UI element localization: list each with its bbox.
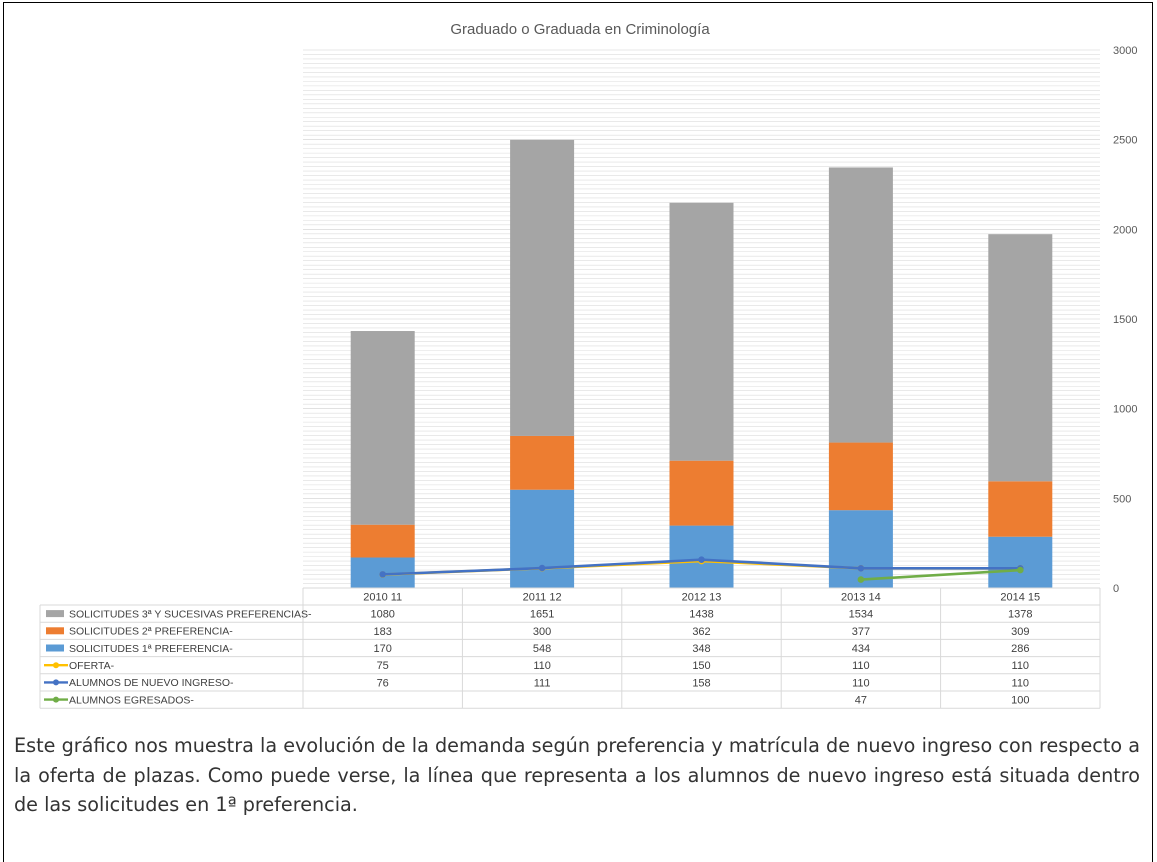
bar-2a-preferencia <box>510 435 575 490</box>
point-nuevo-ingreso <box>698 556 705 563</box>
legend-label: SOLICITUDES 3ª Y SUCESIVAS PREFERENCIAS- <box>69 608 312 620</box>
data-label: 111 <box>534 677 551 689</box>
data-label: 300 <box>533 626 551 638</box>
point-egresados <box>1017 566 1024 574</box>
chart-title: Graduado o Graduada en Criminología <box>450 21 710 38</box>
y-tick-label: 500 <box>1113 493 1131 505</box>
legend-key-marker <box>53 696 59 703</box>
data-label: 1378 <box>1008 609 1032 621</box>
y-tick-label: 3000 <box>1113 45 1137 57</box>
bar-1a-preferencia <box>828 510 893 588</box>
y-tick-label: 1500 <box>1113 314 1137 326</box>
chart-caption: Este gráfico nos muestra la evolución de… <box>14 734 1140 816</box>
bar-3a-preferencias <box>669 202 734 461</box>
point-nuevo-ingreso <box>538 564 546 572</box>
data-label: 434 <box>852 643 870 655</box>
legend-label: OFERTA- <box>69 660 115 672</box>
data-label: 1534 <box>849 609 873 621</box>
category-label: 2012 13 <box>682 592 722 604</box>
category-label: 2010 11 <box>363 592 402 604</box>
point-nuevo-ingreso <box>857 564 865 572</box>
legend-key-marker <box>53 662 59 669</box>
data-label: 548 <box>533 643 551 655</box>
bar-3a-preferencias <box>828 167 893 443</box>
data-label: 1438 <box>689 609 713 621</box>
bars <box>350 139 1053 588</box>
data-label: 377 <box>852 626 870 638</box>
data-label: 76 <box>377 677 389 689</box>
data-label: 309 <box>1011 626 1029 638</box>
bar-3a-preferencias <box>350 331 415 525</box>
data-label: 362 <box>692 626 710 638</box>
data-label: 286 <box>1011 643 1029 655</box>
legend-label: SOLICITUDES 2ª PREFERENCIA- <box>69 626 233 638</box>
bar-3a-preferencias <box>988 234 1053 482</box>
y-tick-label: 2500 <box>1113 135 1137 147</box>
bar-2a-preferencia <box>988 481 1053 537</box>
legend-key <box>46 610 64 618</box>
chart-frame <box>3 2 1153 862</box>
data-label: 110 <box>533 660 551 672</box>
point-egresados <box>857 576 865 583</box>
bar-2a-preferencia <box>828 442 893 511</box>
data-label: 47 <box>855 695 867 707</box>
legend-label: ALUMNOS EGRESADOS- <box>69 694 194 706</box>
bar-2a-preferencia <box>669 460 734 526</box>
bar-1a-preferencia <box>988 536 1053 588</box>
bar-3a-preferencias <box>510 139 575 436</box>
y-tick-label: 0 <box>1113 583 1119 595</box>
category-label: 2014 15 <box>1000 592 1040 604</box>
category-label: 2013 14 <box>841 592 881 604</box>
data-label: 170 <box>374 643 392 655</box>
legend-label: SOLICITUDES 1ª PREFERENCIA- <box>69 643 233 655</box>
data-label: 100 <box>1011 695 1029 707</box>
legend-key <box>46 644 64 652</box>
bar-2a-preferencia <box>350 524 415 558</box>
bar-1a-preferencia <box>510 489 575 588</box>
data-label: 110 <box>1012 677 1030 689</box>
data-label: 1080 <box>370 609 394 621</box>
data-label: 110 <box>852 660 870 672</box>
data-label: 183 <box>374 626 392 638</box>
data-label: 348 <box>692 643 710 655</box>
line-egresados <box>860 568 1021 581</box>
data-table: 2010 11 2011 12 2012 13 2013 14 2014 15 SOLIC… <box>39 587 1101 709</box>
data-label: 110 <box>852 677 870 689</box>
chart: Graduado o Graduada en Criminología 0 500… <box>39 21 1137 709</box>
data-label: 158 <box>692 677 710 689</box>
legend-label: ALUMNOS DE NUEVO INGRESO- <box>69 677 234 689</box>
data-label: 110 <box>1012 660 1030 672</box>
y-tick-label: 2000 <box>1113 224 1137 236</box>
legend-key-marker <box>53 679 59 686</box>
category-label: 2011 12 <box>523 592 562 604</box>
data-label: 1651 <box>530 609 554 621</box>
data-label: 75 <box>377 660 389 672</box>
data-label: 150 <box>692 660 710 672</box>
point-nuevo-ingreso <box>379 571 387 578</box>
y-tick-label: 1000 <box>1113 404 1137 416</box>
y-axis: 0 500 1000 1500 2000 2500 3000 <box>1113 45 1137 595</box>
series-lines <box>379 556 1024 583</box>
legend-key <box>46 627 64 635</box>
